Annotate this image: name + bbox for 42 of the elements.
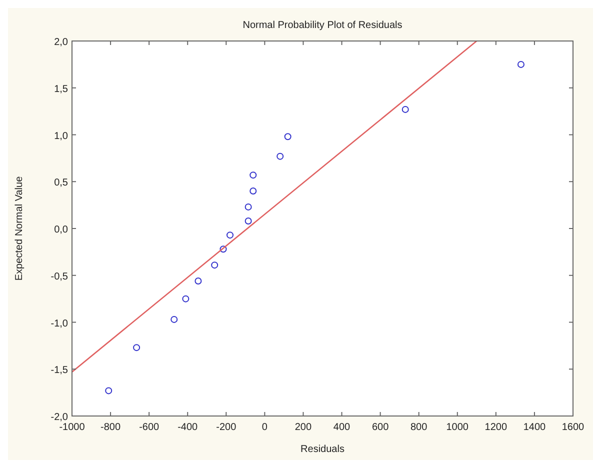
point xyxy=(517,60,524,68)
x-tick-label: -800 xyxy=(100,422,121,433)
x-tick-label: -200 xyxy=(216,422,237,433)
y-tick-label: -0,5 xyxy=(50,271,68,282)
y-tick-label: -1,5 xyxy=(50,365,68,376)
x-tick-label: 600 xyxy=(372,422,390,433)
point xyxy=(211,262,218,269)
point xyxy=(170,316,178,323)
y-tick-label: -2,0 xyxy=(50,412,68,423)
y-tick-label: 0,0 xyxy=(54,224,68,236)
y-axis-title: Expected Normal Value xyxy=(14,176,25,281)
y-tick-label: -1,0 xyxy=(50,318,68,330)
x-tick-label: 800 xyxy=(410,422,428,433)
x-tick-label: 0 xyxy=(262,422,268,433)
x-tick-label: 1400 xyxy=(523,422,546,433)
point xyxy=(194,278,202,284)
x-tick-label: -1000 xyxy=(59,422,86,433)
y-tick-label: 2,0 xyxy=(54,37,68,48)
point xyxy=(244,218,252,224)
x-tick-label: 1200 xyxy=(484,422,508,433)
y-tick-label: 1,5 xyxy=(54,84,68,95)
point xyxy=(226,232,234,239)
point xyxy=(244,203,252,210)
x-axis-title: Residuals xyxy=(300,444,344,455)
point xyxy=(276,152,284,160)
point xyxy=(402,106,409,113)
point xyxy=(284,133,292,140)
x-tick-label: -600 xyxy=(139,422,160,433)
point xyxy=(220,246,227,253)
point xyxy=(250,188,257,194)
point xyxy=(250,172,257,179)
point xyxy=(133,344,140,352)
x-tick-label: 400 xyxy=(333,422,351,433)
x-tick-label: -400 xyxy=(178,422,198,433)
point xyxy=(182,295,190,302)
x-tick-label: 1000 xyxy=(446,422,469,433)
chart-title: Normal Probability Plot of Residuals xyxy=(242,20,402,31)
point xyxy=(105,387,112,394)
y-tick-label: 1,0 xyxy=(54,130,68,142)
x-tick-label: 200 xyxy=(294,422,312,433)
x-tick-label: 1600 xyxy=(562,422,585,433)
y-tick-label: 0,5 xyxy=(54,178,68,189)
